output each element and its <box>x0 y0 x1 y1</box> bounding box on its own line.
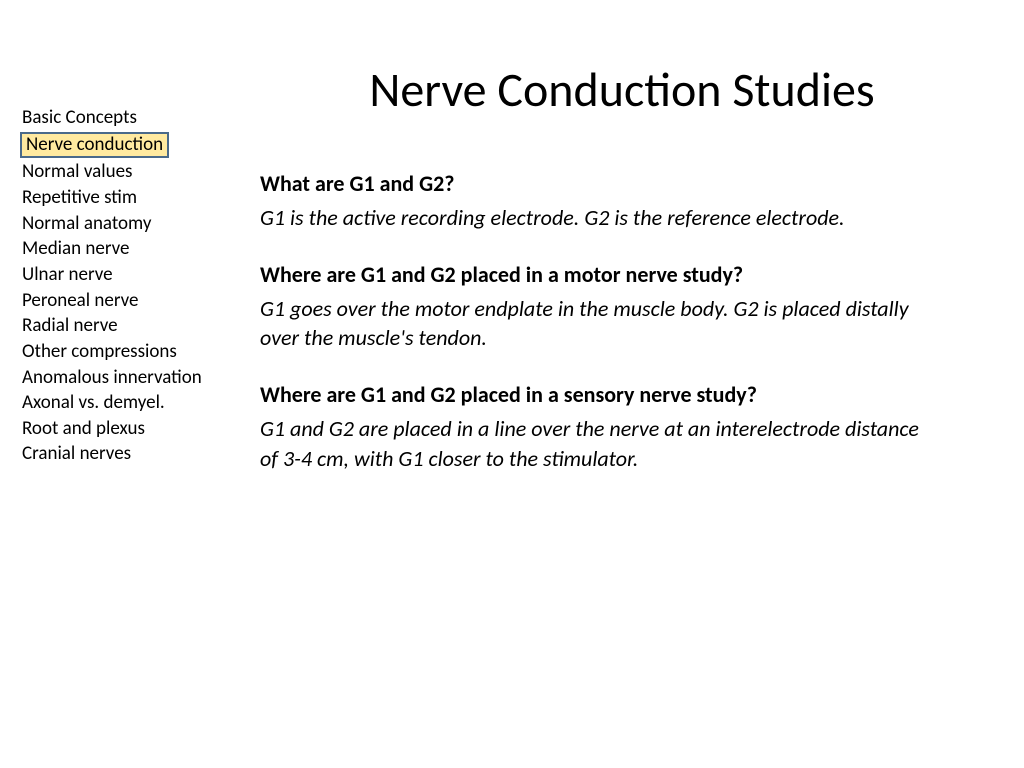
sidebar-item-cranial-nerves[interactable]: Cranial nerves <box>20 441 235 467</box>
answer-text: G1 and G2 are placed in a line over the … <box>260 414 920 473</box>
question-text: What are G1 and G2? <box>260 170 920 197</box>
sidebar-item-peroneal-nerve[interactable]: Peroneal nerve <box>20 288 235 314</box>
sidebar-item-normal-values[interactable]: Normal values <box>20 159 235 185</box>
sidebar-item-median-nerve[interactable]: Median nerve <box>20 236 235 262</box>
answer-text: G1 goes over the motor endplate in the m… <box>260 294 920 353</box>
main-content: What are G1 and G2? G1 is the active rec… <box>260 170 920 501</box>
sidebar-item-ulnar-nerve[interactable]: Ulnar nerve <box>20 262 235 288</box>
sidebar-nav: Basic Concepts Nerve conduction Normal v… <box>20 105 235 467</box>
sidebar-item-other-compressions[interactable]: Other compressions <box>20 339 235 365</box>
qa-block: Where are G1 and G2 placed in a sensory … <box>260 381 920 473</box>
question-text: Where are G1 and G2 placed in a sensory … <box>260 381 920 408</box>
sidebar-item-root-and-plexus[interactable]: Root and plexus <box>20 416 235 442</box>
sidebar-item-repetitive-stim[interactable]: Repetitive stim <box>20 185 235 211</box>
sidebar-item-nerve-conduction[interactable]: Nerve conduction <box>20 132 169 159</box>
question-text: Where are G1 and G2 placed in a motor ne… <box>260 261 920 288</box>
answer-text: G1 is the active recording electrode. G2… <box>260 203 920 233</box>
sidebar-item-basic-concepts[interactable]: Basic Concepts <box>20 105 235 131</box>
page-title: Nerve Conduction Studies <box>260 60 984 119</box>
sidebar-item-anomalous-innervation[interactable]: Anomalous innervation <box>20 365 235 391</box>
qa-block: Where are G1 and G2 placed in a motor ne… <box>260 261 920 353</box>
sidebar-item-normal-anatomy[interactable]: Normal anatomy <box>20 211 235 237</box>
sidebar-item-axonal-vs-demyel[interactable]: Axonal vs. demyel. <box>20 390 235 416</box>
qa-block: What are G1 and G2? G1 is the active rec… <box>260 170 920 233</box>
sidebar-item-radial-nerve[interactable]: Radial nerve <box>20 313 235 339</box>
